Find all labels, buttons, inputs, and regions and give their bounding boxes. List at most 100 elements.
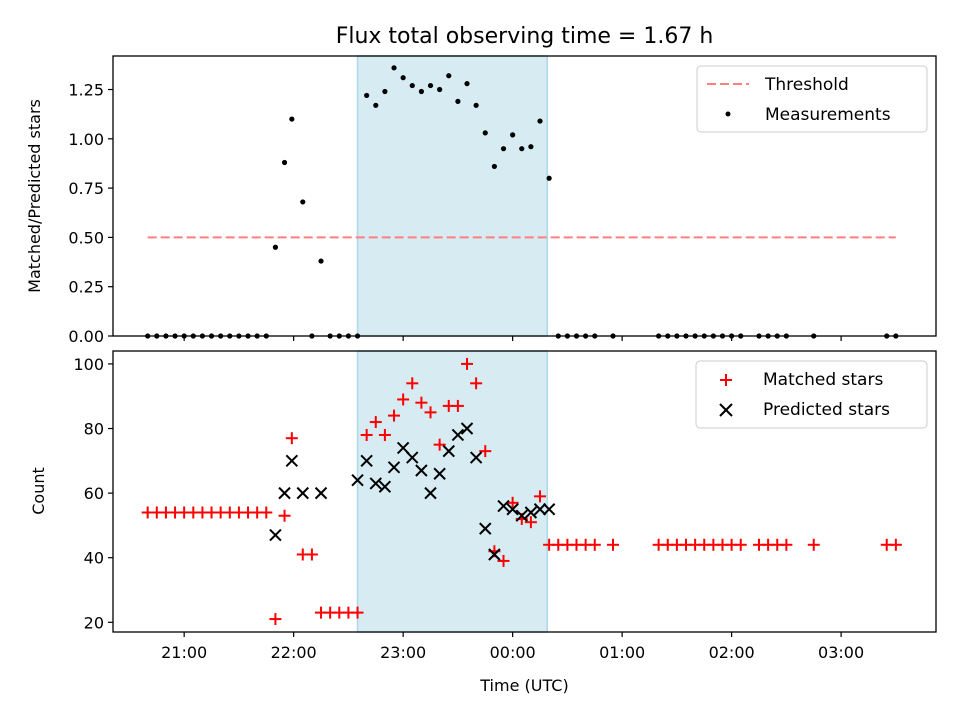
measurement-point [473, 102, 479, 108]
predicted-star-marker [351, 473, 364, 487]
matched-star-marker [360, 428, 373, 441]
measurement-point [409, 82, 415, 89]
measurement-point [318, 258, 324, 264]
measurement-point [281, 159, 288, 166]
chart-title: Flux total observing time = 1.67 h [336, 24, 714, 49]
predicted-star-marker [442, 444, 455, 458]
measurement-point [546, 175, 552, 181]
predicted-star-marker [542, 503, 556, 516]
ratio-shaded-region [356, 55, 549, 337]
measurement-point [300, 199, 306, 205]
matched-star-marker [378, 428, 391, 441]
ratio-axes-frame [112, 55, 937, 337]
measurement-point [464, 81, 470, 87]
matched-star-marker [260, 506, 273, 519]
matched-star-marker [415, 396, 428, 409]
count-shaded-region [356, 350, 549, 633]
predicted-star-marker [460, 422, 474, 435]
legend-predicted-label: Predicted stars [763, 400, 890, 420]
matched-star-marker [780, 538, 793, 551]
ratio-y-ticks: 0.00 0.25 0.50 0.75 1.00 1.25 [68, 81, 113, 346]
y-tick-label: 20 [84, 613, 104, 632]
measurement-point [519, 146, 525, 152]
predicted-star-marker [451, 428, 465, 442]
predicted-star-marker [314, 486, 328, 500]
matched-star-marker [470, 377, 483, 390]
predicted-star-marker [296, 486, 309, 500]
measurement-point [537, 118, 543, 124]
measurement-point [500, 146, 507, 152]
count-y-axis-label: Count [29, 467, 48, 515]
predicted-star-marker [524, 506, 538, 519]
measurement-point [373, 102, 379, 108]
ratio-legend: Threshold Measurements [696, 65, 928, 133]
measurement-point [391, 65, 397, 71]
measurement-point [482, 130, 488, 136]
measurement-point [528, 144, 534, 150]
measurement-point [427, 82, 434, 89]
predicted-star-marker [278, 486, 291, 500]
predicted-star-marker [360, 454, 373, 468]
predicted-star-marker [424, 486, 437, 500]
measurement-point [491, 163, 497, 170]
legend-measurements-label: Measurements [765, 105, 891, 125]
matched-star-marker [889, 538, 902, 551]
matched-star-marker [451, 399, 464, 412]
matched-star-marker [734, 538, 747, 551]
measurement-point [437, 86, 443, 93]
y-tick-label: 40 [84, 549, 104, 568]
matched-star-marker [524, 516, 537, 529]
ratio-panel: 0.00 0.25 0.50 0.75 1.00 1.25 Matched/Predict… [25, 55, 937, 346]
legend-predicted-swatch [719, 403, 733, 417]
predicted-star-marker [396, 441, 410, 455]
ratio-legend-box [696, 65, 928, 133]
predicted-star-marker [415, 464, 428, 477]
x-tick-label: 00:00 [490, 643, 536, 662]
y-tick-label: 1.00 [68, 130, 104, 149]
matched-star-marker [497, 554, 510, 567]
count-x-ticks: 21:00 22:00 23:00 00:00 01:00 02:00 03:00 [161, 632, 864, 662]
legend-matched-label: Matched stars [763, 370, 883, 390]
matched-star-marker [269, 613, 282, 626]
predicted-star-marker [515, 509, 528, 522]
measurement-point [289, 116, 295, 122]
matched-star-marker [433, 438, 446, 451]
legend-measurement-swatch [725, 111, 731, 117]
matched-star-marker [607, 538, 620, 551]
predicted-star-marker [488, 548, 501, 561]
count-axes-frame [112, 350, 937, 633]
predicted-star-marker [479, 522, 492, 535]
predicted-star-marker [378, 480, 392, 493]
matched-star-marker [351, 606, 364, 619]
predicted-star-marker [269, 528, 282, 542]
y-tick-label: 0.75 [68, 179, 104, 198]
matched-stars-points [141, 357, 902, 626]
predicted-stars-points [269, 422, 556, 561]
measurement-point [272, 244, 279, 250]
count-legend-box [695, 360, 928, 429]
predicted-star-marker [533, 503, 547, 516]
x-axis-label: Time (UTC) [479, 676, 568, 695]
matched-star-marker [424, 406, 437, 419]
matched-star-marker [588, 538, 601, 551]
y-tick-label: 60 [84, 484, 104, 503]
legend-matched-swatch [720, 374, 732, 386]
legend-threshold-label: Threshold [764, 75, 849, 95]
matched-star-marker [461, 357, 474, 370]
measurement-point [510, 132, 516, 138]
matched-star-marker [388, 409, 401, 422]
predicted-star-marker [406, 451, 419, 464]
ratio-y-axis-label: Matched/Predicted stars [25, 99, 44, 293]
x-tick-label: 01:00 [599, 643, 645, 662]
x-tick-label: 03:00 [818, 643, 864, 662]
y-tick-label: 0.00 [68, 327, 104, 346]
predicted-star-marker [387, 461, 401, 474]
measurement-point [364, 92, 370, 99]
measurement-point [400, 75, 406, 81]
matched-star-marker [305, 548, 318, 561]
matched-star-marker [534, 490, 547, 503]
matched-star-marker [369, 416, 382, 429]
x-tick-label: 02:00 [709, 643, 755, 662]
y-tick-label: 100 [73, 355, 104, 374]
